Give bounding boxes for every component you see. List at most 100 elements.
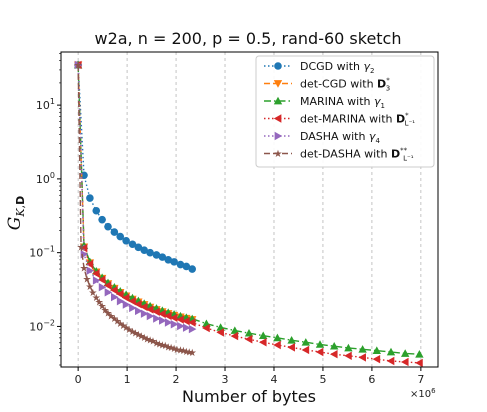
data-point	[358, 345, 367, 353]
data-point	[301, 345, 310, 355]
data-point	[315, 347, 324, 357]
legend-box	[255, 55, 435, 168]
data-point	[116, 289, 124, 299]
data-point	[158, 253, 167, 261]
data-point: ★	[149, 337, 158, 348]
data-point	[134, 306, 143, 316]
data-point	[92, 206, 101, 215]
legend-marker	[273, 96, 283, 105]
data-point	[158, 309, 166, 319]
data-point	[386, 356, 395, 366]
data-point	[116, 296, 125, 306]
data-point: ★	[146, 336, 155, 347]
data-point	[103, 281, 112, 290]
data-point	[110, 285, 118, 295]
series-6: ★★★★★★★★★★★★★★★★★★★★★★★★★★★★★★★★★★★★★★★	[74, 60, 197, 359]
data-point	[273, 333, 282, 342]
data-point	[169, 313, 178, 322]
data-point	[92, 269, 100, 278]
data-point	[79, 243, 88, 253]
data-point: ★	[140, 333, 149, 344]
data-point	[140, 302, 148, 312]
data-point	[176, 260, 185, 269]
data-point	[202, 323, 210, 333]
data-point	[273, 340, 281, 350]
data-point	[287, 336, 296, 344]
legend: DCGD with γ2DCGD with γ2 det-CGD with D3*…	[255, 55, 435, 168]
data-point: ★	[95, 298, 104, 309]
data-point	[92, 276, 101, 285]
data-point	[128, 296, 136, 306]
data-point	[128, 240, 137, 249]
grid-lines	[77, 52, 422, 367]
legend-entry: ★ det-DASHA with DL-1** det-DASHA with D**…	[264, 147, 414, 163]
data-point: ★	[143, 334, 152, 345]
data-point: ★	[80, 263, 89, 274]
data-point: ★	[134, 330, 143, 341]
data-point	[146, 248, 154, 257]
legend-marker: ★	[274, 149, 283, 160]
data-point: ★	[185, 348, 194, 359]
data-point	[400, 349, 410, 357]
data-point: ★	[131, 328, 140, 339]
data-point: ★	[98, 302, 107, 313]
data-point: ★	[173, 345, 182, 356]
data-point	[122, 236, 130, 245]
legend-entry: DCGD with γ2DCGD with γ2	[264, 60, 374, 75]
data-point	[182, 262, 191, 271]
x-tick-label: 7	[417, 373, 424, 386]
data-point: ★	[128, 327, 137, 338]
data-point: ★	[125, 325, 134, 336]
data-point: ★	[92, 293, 101, 304]
data-point: ★	[167, 343, 176, 354]
data-point	[170, 258, 178, 266]
data-point: ★	[155, 339, 164, 350]
data-point	[116, 232, 125, 241]
data-point: ★	[110, 314, 119, 325]
data-point	[140, 246, 149, 254]
series-layer: ★★★★★★★★★★★★★★★★★★★★★★★★★★★★★★★★★★★★★★★	[73, 60, 424, 368]
data-point: ★	[116, 319, 125, 330]
data-point	[230, 326, 240, 334]
data-point	[140, 309, 149, 318]
data-point	[216, 323, 225, 331]
data-point: ★	[137, 332, 146, 343]
legend-marker	[273, 114, 282, 123]
data-point	[344, 351, 352, 360]
x-tick-label: 0	[75, 373, 82, 386]
data-point: ★	[82, 274, 91, 285]
data-point	[134, 243, 143, 252]
data-point: ★	[188, 348, 197, 359]
data-point	[259, 338, 267, 347]
data-point	[85, 259, 94, 269]
data-point: ★	[164, 342, 173, 353]
data-point: ★	[176, 345, 185, 356]
series-4	[73, 60, 423, 368]
data-point	[182, 316, 190, 326]
x-axis-label: Number of bytes	[182, 387, 316, 406]
data-point	[145, 305, 154, 314]
data-point	[98, 215, 106, 224]
data-point: ★	[77, 242, 86, 253]
data-point	[372, 346, 381, 354]
data-point	[259, 331, 268, 340]
x-tick-label: 1	[124, 373, 131, 386]
data-point	[188, 265, 197, 273]
data-point: ★	[106, 311, 115, 322]
data-point	[372, 354, 381, 364]
data-point: ★	[113, 317, 122, 328]
data-point	[330, 341, 339, 350]
data-point: ★	[179, 346, 188, 357]
data-point	[121, 293, 130, 302]
data-point	[98, 283, 107, 292]
data-point	[287, 343, 295, 352]
data-point	[301, 338, 311, 346]
series-line	[77, 64, 193, 354]
data-point	[182, 323, 191, 332]
x-tick-label: 2	[173, 373, 180, 386]
legend-entry: det-CGD with D3*det-CGD with D* 3	[264, 77, 390, 93]
data-point	[97, 275, 106, 284]
data-point	[230, 331, 239, 341]
data-point	[110, 228, 119, 236]
